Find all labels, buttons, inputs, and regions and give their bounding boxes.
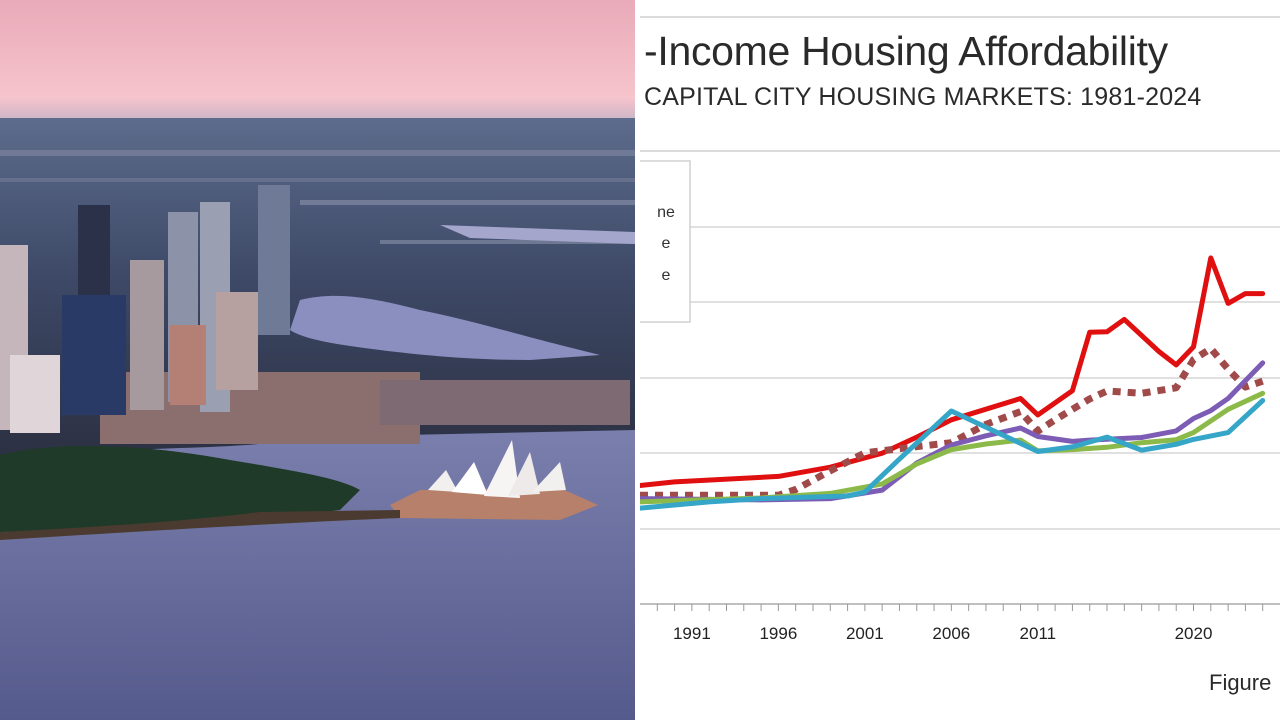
chart-title: -Income Housing Affordability xyxy=(644,28,1168,74)
series-line-4 xyxy=(640,398,1266,511)
sydney-aerial-photo xyxy=(0,0,635,720)
legend-entry-1: e xyxy=(662,235,671,252)
x-tick-label-2020: 2020 xyxy=(1175,624,1213,643)
botanic-gardens xyxy=(0,445,360,532)
skyscrapers xyxy=(0,185,290,433)
quay-buildings-2 xyxy=(380,380,630,425)
x-tick-label-2001: 2001 xyxy=(846,624,884,643)
series-line-1 xyxy=(640,345,1264,499)
chart-subtitle: CAPITAL CITY HOUSING MARKETS: 1981-2024 xyxy=(644,83,1202,111)
x-tick-label-1991: 1991 xyxy=(673,624,711,643)
legend-box xyxy=(640,160,691,323)
x-tick-label-2006: 2006 xyxy=(932,624,970,643)
river xyxy=(290,295,600,360)
series-line-0 xyxy=(640,255,1266,488)
suburb-texture xyxy=(0,150,635,244)
x-tick-label-1996: 1996 xyxy=(759,624,797,643)
x-tick-label-2011: 2011 xyxy=(1020,624,1057,643)
legend-entry-0: ne xyxy=(657,204,675,221)
sky xyxy=(0,0,635,122)
river-far xyxy=(440,225,635,244)
legend-entry-2: e xyxy=(662,267,671,284)
shoreline xyxy=(0,510,400,540)
panel-divider xyxy=(635,0,640,720)
sydney-opera-house xyxy=(390,440,598,520)
figure-label: Figure xyxy=(1209,670,1272,695)
chart-panel: ne e e 1991 1996 2001 2006 2011 2020 -Income Hou… xyxy=(640,0,1280,720)
line-chart: ne ee 1991 1996 2001 2006 2011 2020 xyxy=(640,16,1280,643)
